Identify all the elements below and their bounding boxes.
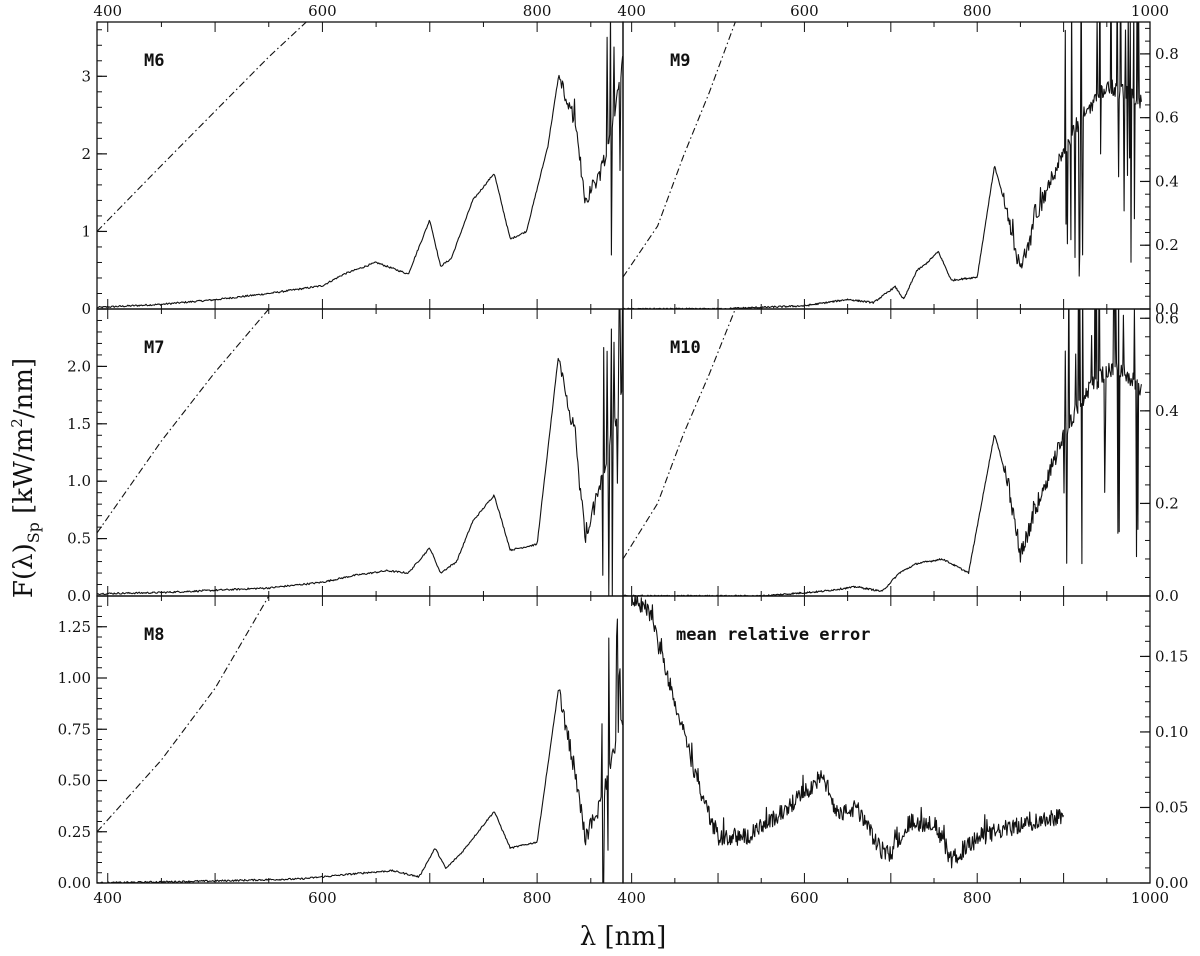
- y-tick-label-M10: 0.6: [1155, 309, 1179, 327]
- x-tick-label-top: 600: [790, 2, 819, 20]
- model-curve-M6: [97, 22, 307, 232]
- spectrum-line-M10: [623, 309, 1142, 596]
- panel-label-M9: M9: [670, 51, 690, 71]
- panel-label-M7: M7: [144, 338, 164, 358]
- y-axis-title-sup: 2: [8, 418, 26, 428]
- spectrum-line-M6: [97, 22, 623, 309]
- y-tick-label-M6: 1: [81, 222, 91, 240]
- x-tick-label-bottom: 400: [617, 889, 646, 907]
- y-tick-label-M8: 0.00: [58, 874, 91, 892]
- model-curve-M8: [97, 596, 270, 833]
- x-tick-label-bottom: 800: [963, 889, 992, 907]
- y-tick-label-M9: 0.0: [1155, 300, 1179, 318]
- ticks-layer: 0 1 2 3 400 600 800 0.0 0.5 1.0 1.5 2.0 0.00 0.25 0.50…: [58, 2, 1189, 907]
- x-tick-label-bottom: 400: [93, 889, 122, 907]
- x-tick-label-bottom: 1000: [1131, 889, 1169, 907]
- y-tick-label-MRE: 0.10: [1155, 723, 1188, 741]
- y-tick-label-M7: 0.5: [67, 530, 91, 548]
- x-tick-label-top: 600: [308, 2, 337, 20]
- y-tick-label-M7: 1.0: [67, 472, 91, 490]
- y-tick-label-M8: 1.00: [58, 669, 91, 687]
- y-axis-title: F(λ)Sp [kW/m2/nm]: [8, 358, 43, 598]
- spectrum-line-M7: [97, 309, 623, 596]
- x-tick-label-top: 800: [963, 2, 992, 20]
- y-tick-label-M6: 3: [81, 67, 91, 85]
- x-tick-label-top: 400: [93, 2, 122, 20]
- panel-M6: [96, 21, 624, 310]
- panel-M10: [622, 308, 1151, 597]
- spectrum-line-MRE: [631, 596, 1065, 869]
- y-tick-label-M8: 0.25: [58, 823, 91, 841]
- panel-MRE: [622, 595, 1151, 884]
- y-tick-label-M7: 2.0: [67, 357, 91, 375]
- panel-frame-M10: [622, 308, 1151, 597]
- panel-M9: [622, 21, 1151, 310]
- model-curve-M10: [623, 309, 736, 560]
- spectrum-line-M9: [623, 22, 1142, 309]
- y-tick-label-MRE: 0.00: [1155, 874, 1188, 892]
- panel-frame-M6: [96, 21, 624, 310]
- panel-frame-MRE: [622, 595, 1151, 884]
- panels-layer: [96, 21, 1151, 884]
- x-tick-label-top: 400: [617, 2, 646, 20]
- spectrum-line-M8: [97, 618, 623, 883]
- y-tick-label-M9: 0.8: [1155, 45, 1179, 63]
- y-tick-label-M9: 0.6: [1155, 109, 1179, 127]
- panel-frame-M7: [96, 308, 624, 597]
- x-axis-title: λ [nm]: [580, 922, 666, 952]
- y-axis-title-units: [kW/m: [9, 428, 39, 522]
- y-axis-title-main: F(λ): [9, 543, 39, 598]
- y-tick-label-M10: 0.2: [1155, 494, 1179, 512]
- panel-M7: [96, 308, 624, 597]
- y-tick-label-M9: 0.2: [1155, 236, 1179, 254]
- labels-layer: M6 M7 M8 M9 M10 mean relative error: [144, 51, 870, 645]
- panel-label-M8: M8: [144, 625, 164, 645]
- x-tick-label-bottom: 800: [523, 889, 552, 907]
- y-tick-label-M10: 0.4: [1155, 402, 1179, 420]
- panel-M8: [96, 595, 624, 884]
- x-tick-label-top: 1000: [1131, 2, 1169, 20]
- panel-label-MRE: mean relative error: [676, 625, 870, 645]
- y-tick-label-M8: 0.50: [58, 772, 91, 790]
- y-tick-label-M7: 1.5: [67, 415, 91, 433]
- y-axis-title-units-end: /nm]: [9, 358, 39, 418]
- y-tick-label-MRE: 0.15: [1155, 647, 1188, 665]
- y-tick-label-M7: 0.0: [67, 587, 91, 605]
- y-tick-label-M6: 2: [81, 145, 91, 163]
- panel-frame-M8: [96, 595, 624, 884]
- y-tick-label-M9: 0.4: [1155, 172, 1179, 190]
- y-tick-label-MRE: 0.05: [1155, 798, 1188, 816]
- panel-label-M6: M6: [144, 51, 164, 71]
- x-tick-label-bottom: 600: [790, 889, 819, 907]
- model-curve-M9: [623, 22, 736, 278]
- y-axis-title-sub: Sp: [24, 522, 43, 543]
- model-curve-M7: [97, 309, 270, 534]
- y-tick-label-M8: 0.75: [58, 720, 91, 738]
- y-tick-label-M8: 1.25: [58, 618, 91, 636]
- y-tick-label-M10: 0.0: [1155, 587, 1179, 605]
- x-tick-label-top: 800: [523, 2, 552, 20]
- x-tick-label-bottom: 600: [308, 889, 337, 907]
- y-tick-label-M6: 0: [81, 300, 91, 318]
- panel-label-M10: M10: [670, 338, 701, 358]
